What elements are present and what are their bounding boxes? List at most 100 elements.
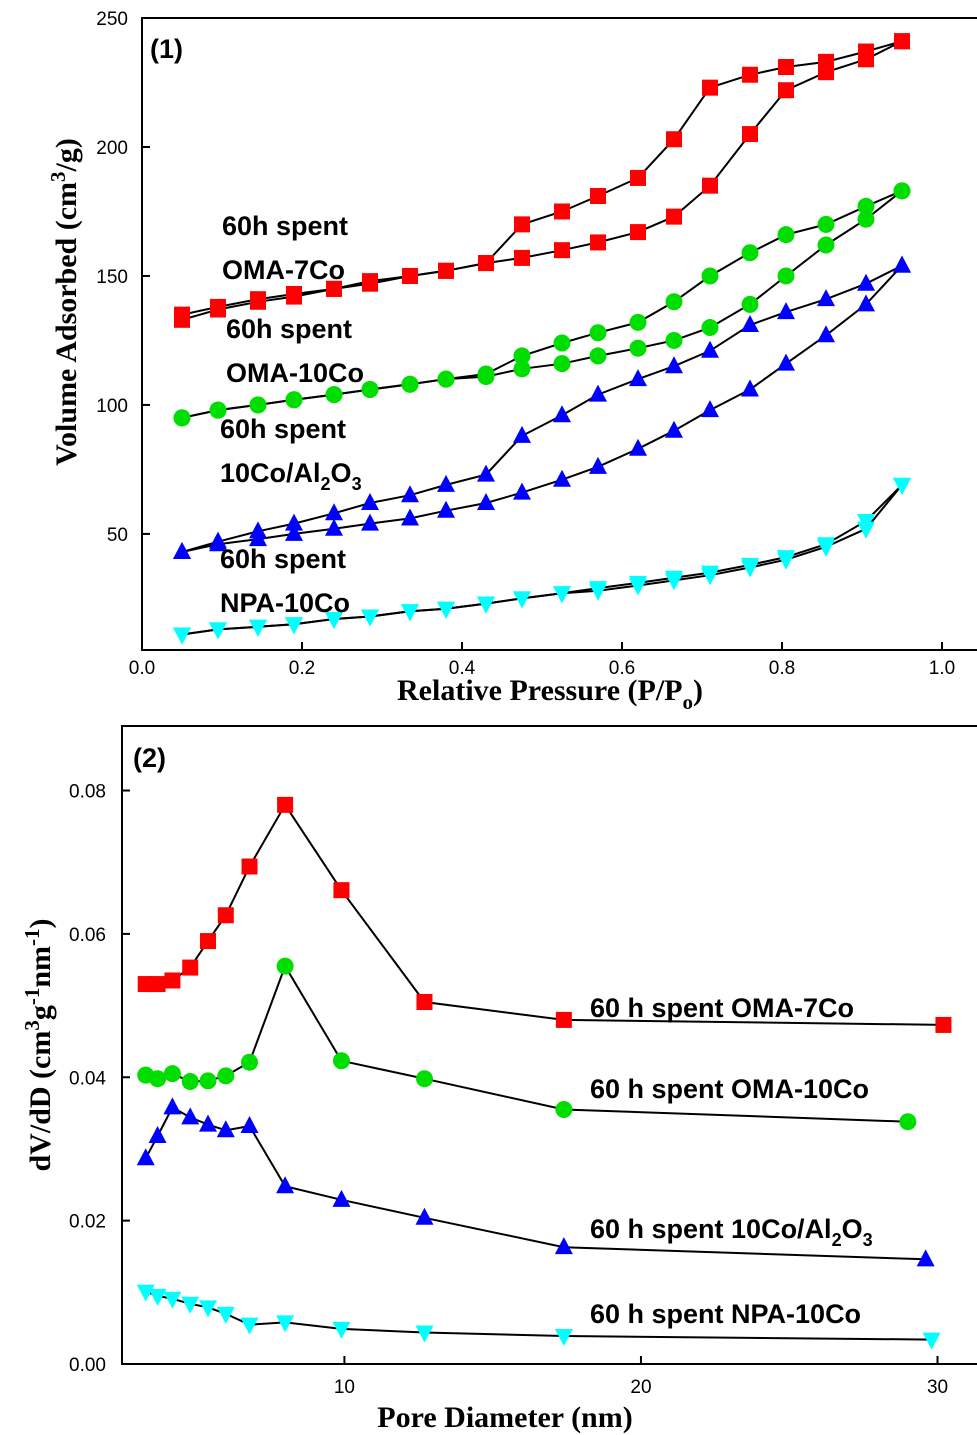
y-tick-label: 200: [96, 138, 128, 159]
data-point-red: [630, 169, 646, 186]
data-point-blue: [216, 1120, 235, 1138]
data-point-red: [478, 255, 494, 272]
data-point-green: [665, 293, 683, 311]
panel-2-pore-distribution-chart: 10 20 30 0.00 0.02 0.04 0.06 0.08 (2) 60 h spen…: [20, 725, 977, 1434]
data-point-red: [438, 262, 454, 279]
data-point-green: [513, 360, 531, 378]
panel-2-series-labels: 60 h spent OMA-7Co 60 h spent OMA-10Co 60 …: [590, 993, 873, 1329]
series-label-green-line2: OMA-10Co: [226, 358, 364, 388]
data-point-green: [817, 215, 835, 233]
data-point-cyan: [285, 617, 303, 635]
data-point-red: [666, 208, 682, 225]
y-tick-label: 0.02: [69, 1212, 106, 1233]
data-point-red: [742, 126, 758, 143]
data-point-blue: [181, 1107, 200, 1125]
data-point-red: [554, 242, 570, 259]
data-point-red: [666, 131, 682, 148]
data-point-blue: [276, 1176, 295, 1194]
data-point-blue: [325, 503, 343, 521]
data-point-red: [742, 66, 758, 83]
data-point-cyan: [332, 1321, 351, 1339]
data-point-red: [174, 306, 190, 323]
x-tick-label: 0.4: [449, 658, 476, 679]
data-point-cyan: [893, 477, 911, 495]
series-line-blue-1: [181, 264, 903, 553]
data-point-green: [209, 401, 227, 419]
data-point-red: [630, 224, 646, 241]
data-point-red: [778, 59, 794, 76]
data-point-blue: [361, 513, 379, 531]
data-point-green: [777, 267, 795, 285]
series-green: [137, 957, 917, 1131]
series-label-blue-line2: 10Co/Al2O3: [220, 458, 362, 494]
data-point-cyan: [701, 565, 719, 583]
data-point-blue: [817, 289, 835, 307]
data-point-blue: [701, 400, 719, 418]
data-point-blue: [893, 255, 911, 273]
series-blue: [173, 255, 911, 559]
data-point-red: [554, 203, 570, 220]
data-point-cyan: [629, 575, 647, 593]
data-point-blue: [249, 521, 267, 539]
data-point-cyan: [741, 557, 759, 575]
data-point-cyan: [777, 550, 795, 568]
data-point-blue: [629, 369, 647, 387]
data-point-blue: [554, 1237, 573, 1255]
data-point-blue: [477, 464, 495, 482]
data-point-green: [173, 409, 191, 427]
data-point-red: [149, 976, 166, 993]
panel-2-y-axis-label: dV/dD (cm3g-1nm-1): [20, 918, 57, 1171]
panel-1-y-axis-label: Volume Adsorbed (cm3/g): [46, 138, 83, 466]
y-tick-label: 0.04: [69, 1068, 106, 1089]
data-point-cyan: [216, 1306, 235, 1324]
data-point-green: [163, 1065, 181, 1083]
y-tick-label: 250: [96, 9, 128, 30]
series-label-red: 60 h spent OMA-7Co: [590, 993, 854, 1023]
data-point-green: [899, 1113, 917, 1131]
data-point-cyan: [401, 604, 419, 622]
data-point-green: [332, 1052, 350, 1070]
data-point-blue: [332, 1189, 351, 1207]
data-point-cyan: [513, 591, 531, 609]
data-point-red: [416, 993, 433, 1010]
data-point-blue: [415, 1207, 434, 1225]
series-label-green: 60 h spent OMA-10Co: [590, 1074, 869, 1104]
data-point-blue: [513, 425, 531, 443]
data-point-red: [702, 79, 718, 96]
data-point-green: [629, 313, 647, 331]
data-point-blue: [173, 541, 191, 559]
data-point-blue: [361, 492, 379, 510]
data-point-cyan: [857, 514, 875, 532]
data-point-blue: [817, 325, 835, 343]
data-point-cyan: [209, 622, 227, 640]
data-point-blue: [553, 405, 571, 423]
data-point-red: [241, 858, 258, 875]
data-point-cyan: [665, 570, 683, 588]
data-point-cyan: [415, 1325, 434, 1343]
series-red: [174, 33, 910, 328]
y-tick-label: 0.08: [69, 782, 106, 803]
panel-2-series: [136, 796, 952, 1350]
data-point-green: [149, 1070, 167, 1088]
data-point-red: [858, 43, 874, 60]
data-point-cyan: [589, 581, 607, 599]
data-point-red: [217, 907, 234, 924]
series-red: [137, 796, 952, 1033]
data-point-blue: [325, 518, 343, 536]
data-point-red: [286, 286, 302, 303]
series-label-cyan-line1: 60h spent: [220, 544, 346, 574]
series-label-blue: 60 h spent 10Co/Al2O3: [590, 1214, 873, 1250]
series-label-cyan-line2: NPA-10Co: [220, 588, 350, 618]
series-line-red-0: [145, 802, 944, 1026]
y-tick-label: 0.00: [69, 1355, 106, 1376]
data-point-green: [325, 386, 343, 404]
data-point-green: [553, 355, 571, 373]
series-label-green-line1: 60h spent: [226, 314, 352, 344]
data-point-green: [415, 1070, 433, 1088]
data-point-cyan: [181, 1296, 200, 1314]
data-point-cyan: [199, 1300, 217, 1318]
series-cyan: [173, 477, 911, 645]
x-tick-label: 0.6: [609, 658, 635, 679]
x-tick-label: 0.8: [769, 658, 795, 679]
